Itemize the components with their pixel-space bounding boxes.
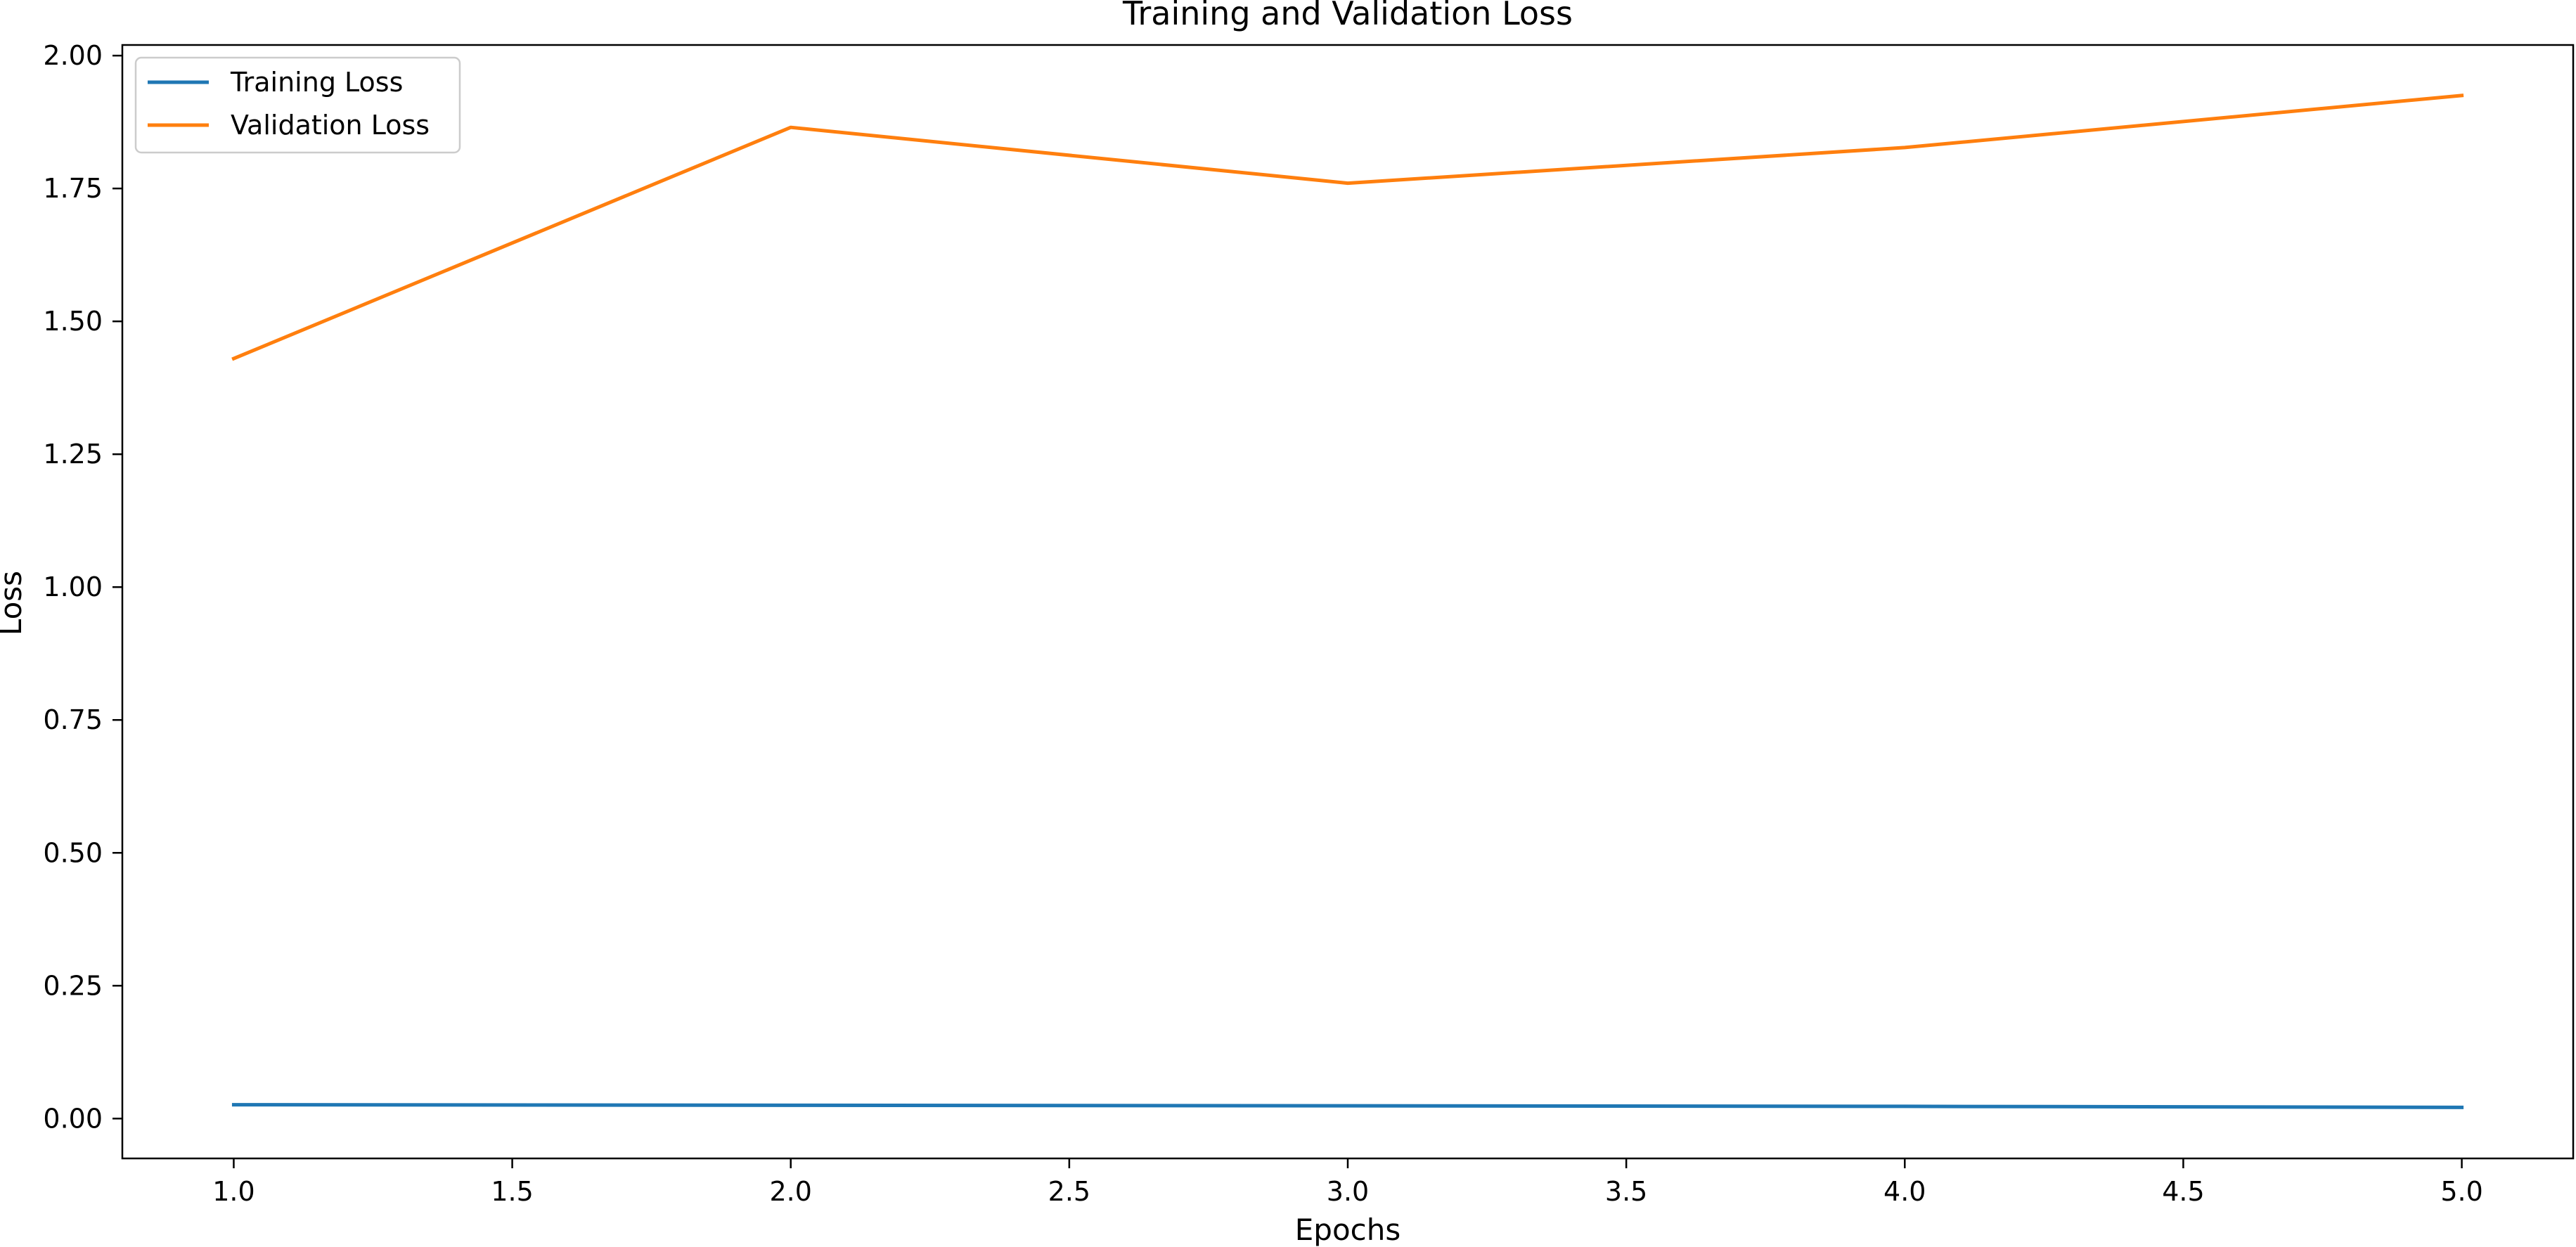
x-tick-label: 5.0 <box>2440 1176 2482 1207</box>
x-tick-label: 3.5 <box>1605 1176 1647 1207</box>
x-axis-label: Epochs <box>1295 1213 1401 1247</box>
legend-label-training-loss: Training Loss <box>230 67 403 98</box>
y-tick-label: 1.75 <box>43 173 103 204</box>
x-tick-label: 2.5 <box>1048 1176 1090 1207</box>
y-tick-label: 1.50 <box>43 306 103 337</box>
training-loss-point <box>1904 1105 1906 1107</box>
x-tick-label: 1.5 <box>491 1176 533 1207</box>
validation-loss-line <box>231 93 2464 361</box>
x-tick-label: 1.0 <box>212 1176 255 1207</box>
axes: 1.0 1.5 2.0 2.5 3.0 3.5 4.0 4.5 5.0 0.00 0.25 0.50 0… <box>43 40 2575 1207</box>
x-tick-label: 2.0 <box>770 1176 812 1207</box>
legend-box <box>134 56 461 154</box>
validation-loss-point <box>1347 182 1348 184</box>
y-tick-label: 0.25 <box>43 970 103 1001</box>
y-axis-label: Loss <box>0 571 28 635</box>
y-tick-label: 0.75 <box>43 704 103 735</box>
training-loss-point <box>790 1104 792 1106</box>
x-tick-label: 3.0 <box>1327 1176 1369 1207</box>
legend-label-validation-loss: Validation Loss <box>231 110 430 141</box>
validation-loss-point <box>2461 94 2463 96</box>
x-tick-label: 4.0 <box>1883 1176 1926 1207</box>
validation-loss-point <box>790 127 792 129</box>
y-tick-label: 1.25 <box>43 439 103 470</box>
chart-title: Training and Validation Loss <box>1122 0 1573 32</box>
y-tick-label: 1.00 <box>43 571 103 602</box>
y-tick-label: 2.00 <box>43 40 103 71</box>
validation-loss-point <box>233 358 235 360</box>
plot-frame <box>121 44 2575 1160</box>
series-lines <box>231 93 2464 1109</box>
legend: Training Loss Validation Loss <box>134 56 461 154</box>
validation-loss-point <box>1904 146 1906 148</box>
x-tick-label: 4.5 <box>2162 1176 2204 1207</box>
training-loss-point <box>2461 1106 2463 1109</box>
training-loss-point <box>233 1104 235 1106</box>
y-tick-label: 0.50 <box>43 837 103 868</box>
y-tick-label: 0.00 <box>43 1103 103 1134</box>
training-loss-point <box>1347 1105 1348 1107</box>
